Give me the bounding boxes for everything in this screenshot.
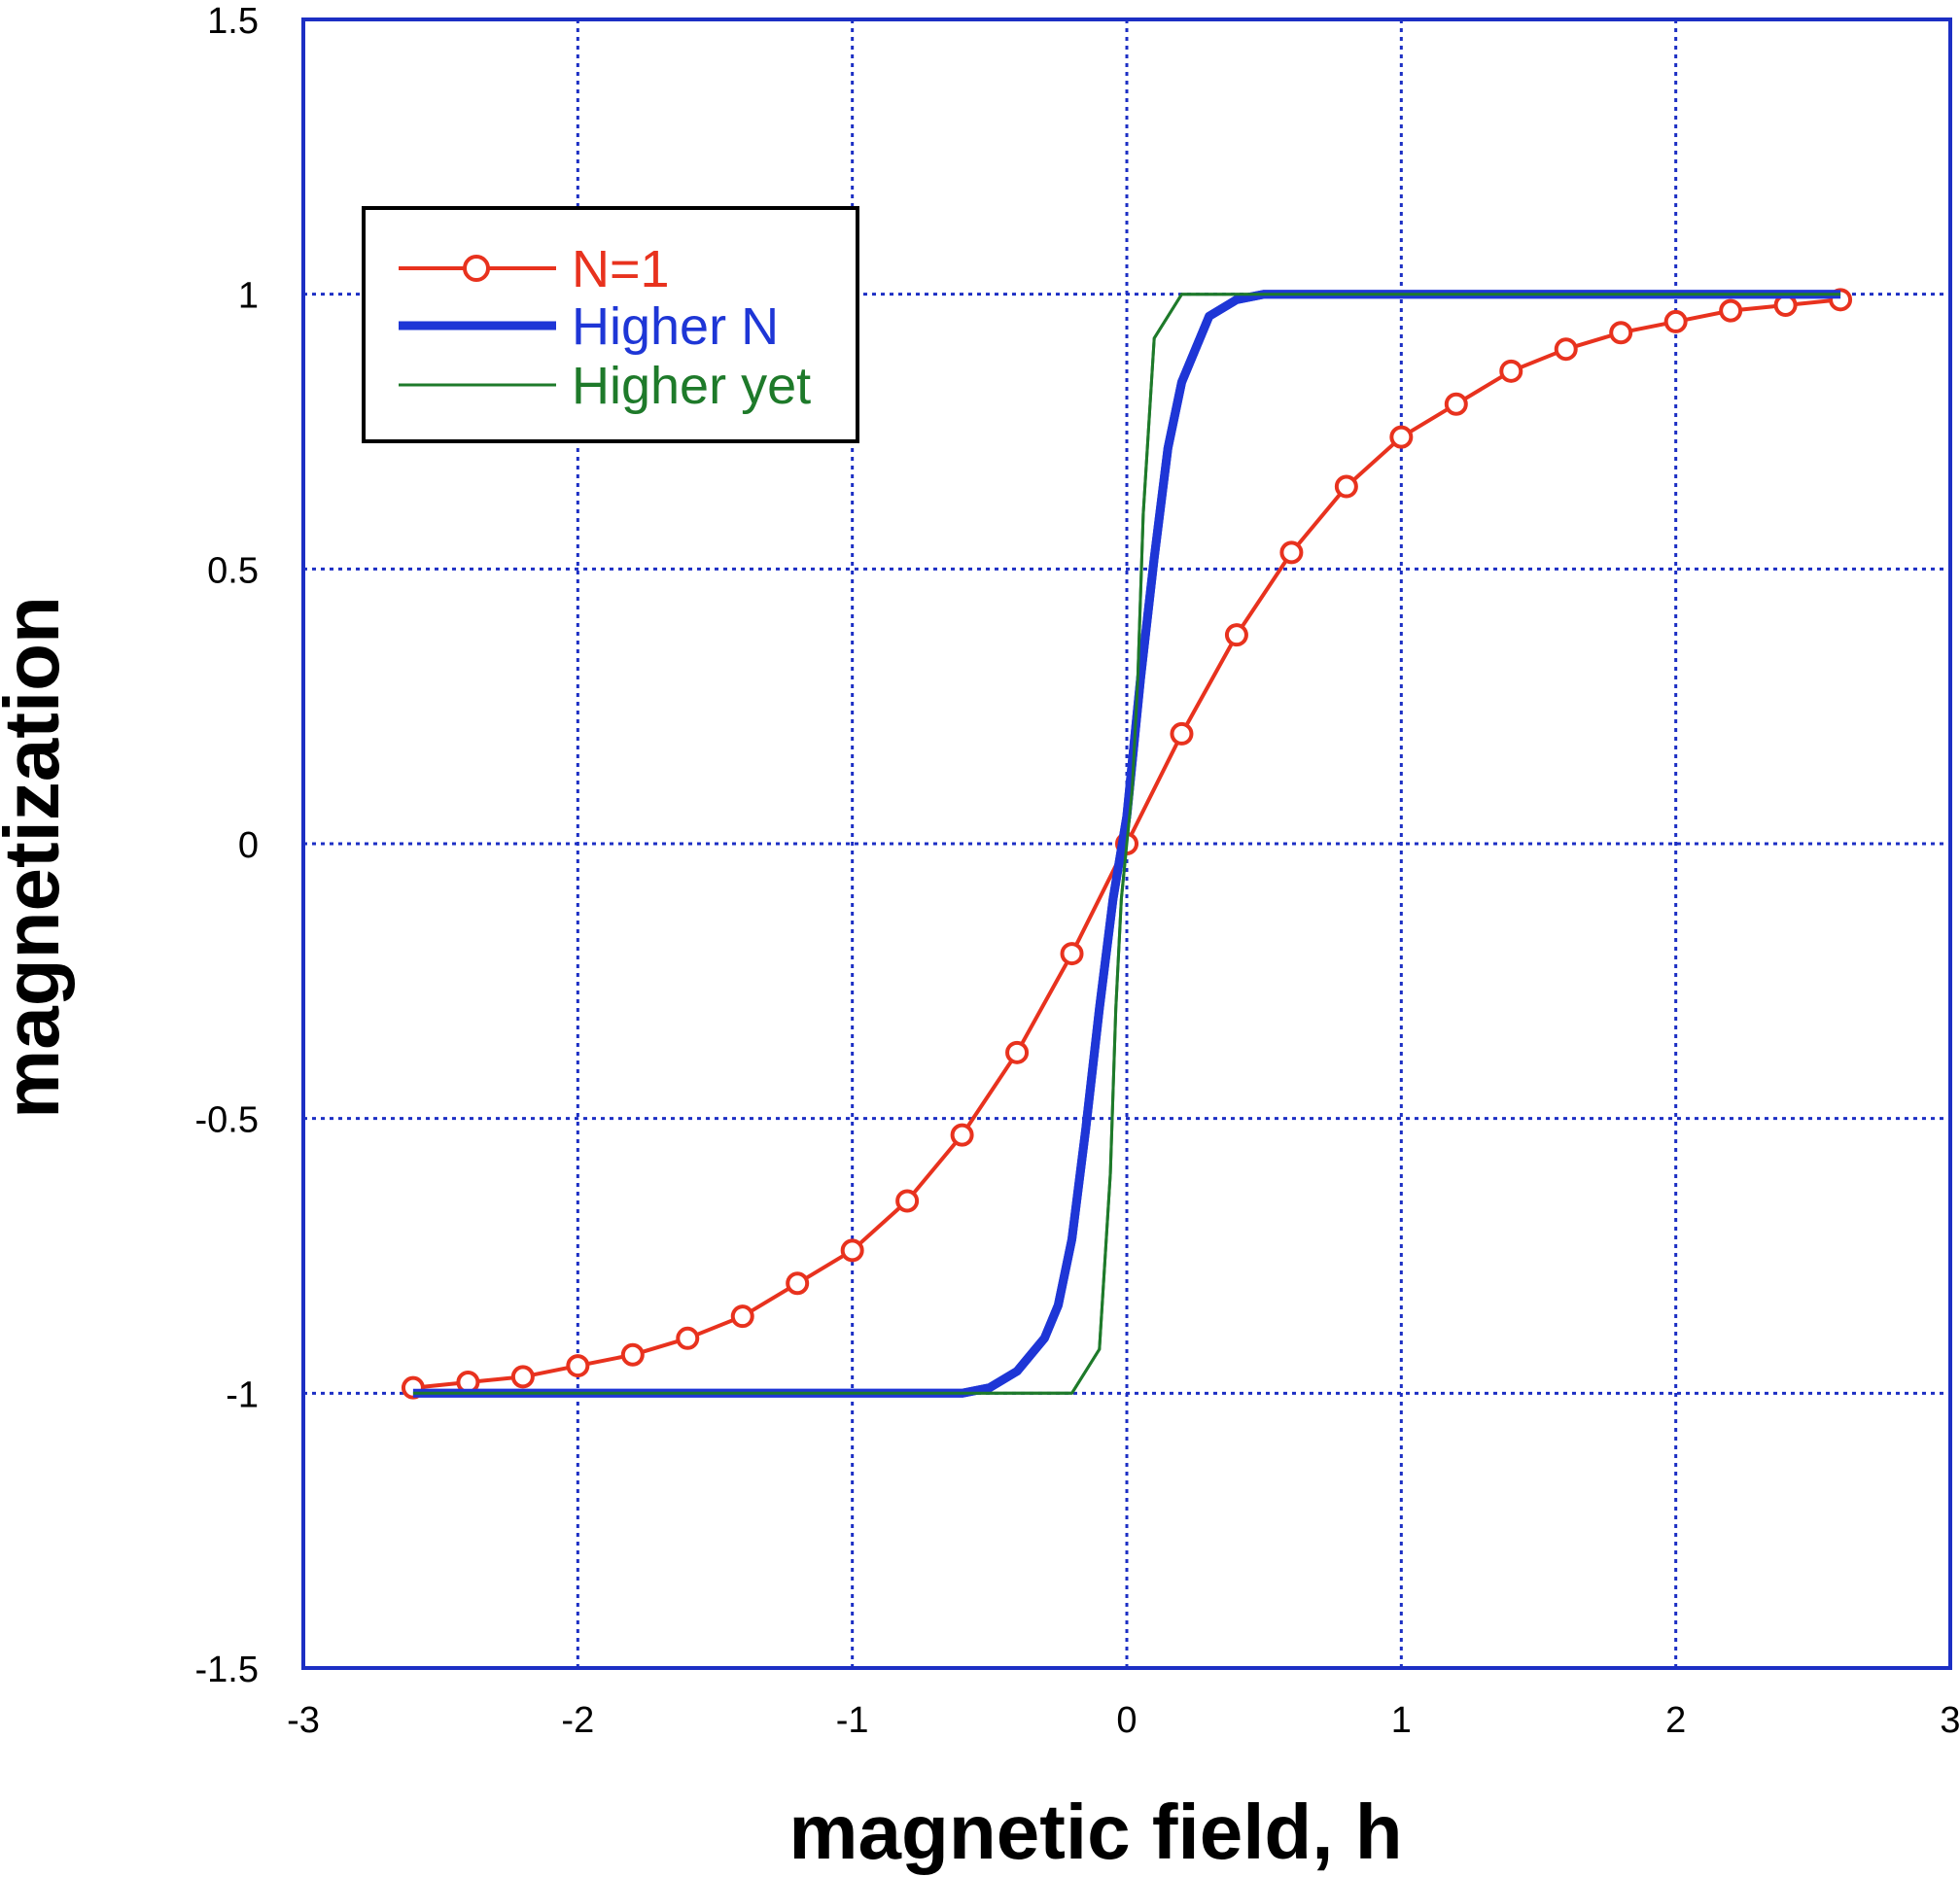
series-n1-point: [1170, 721, 1194, 746]
tick-labels: -3 -2 -1 0 1 2 3 -1.5 -1 -0.5 0 0.5 1 1.5: [195, 1, 1960, 1741]
data-series: [401, 288, 1853, 1400]
legend-marker-n1: [463, 255, 490, 282]
plot-frame: [301, 17, 1952, 1670]
series-higher-n-overlay: [412, 290, 1841, 1398]
series-n1-point: [1663, 309, 1688, 333]
x-tick-label: -2: [561, 1700, 594, 1741]
series-n1-point: [620, 1342, 645, 1367]
y-tick-label: 0.5: [207, 550, 259, 591]
series-n1-point: [510, 1365, 535, 1389]
x-axis-title: magnetic field, h: [788, 1789, 1402, 1875]
series-n1-point: [1279, 540, 1304, 565]
legend: N=1 Higher N Higher yet: [362, 206, 859, 443]
x-tick-label: -3: [287, 1700, 320, 1741]
legend-label-higher-yet: Higher yet: [572, 357, 811, 415]
series-n1-point: [730, 1304, 754, 1329]
y-tick-label: -1: [226, 1374, 259, 1415]
x-tick-label: 3: [1940, 1700, 1960, 1741]
x-tick-label: -1: [836, 1700, 869, 1741]
series-n1-point: [566, 1354, 590, 1378]
x-tick-label: 1: [1391, 1700, 1412, 1741]
series-higher-yet-overlay: [412, 293, 1841, 1395]
legend-label-higher-n: Higher N: [572, 297, 779, 356]
y-tick-label: 0: [238, 825, 259, 866]
y-tick-label: 1: [238, 276, 259, 317]
series-n1-point: [1389, 425, 1414, 449]
series-n1-point: [1554, 337, 1578, 362]
series-n1-point: [895, 1189, 920, 1213]
series-n1-point: [1499, 359, 1523, 383]
y-axis-title: magnetization: [0, 596, 75, 1119]
series-n1-point: [840, 1238, 864, 1263]
legend-label-n1: N=1: [572, 240, 670, 298]
series-n1-point: [1444, 392, 1468, 416]
series-n1-point: [1334, 474, 1358, 499]
series-n1-point: [786, 1271, 810, 1296]
series-n1-point: [676, 1326, 700, 1350]
series-n1-point: [1609, 321, 1633, 345]
series-n1-point: [950, 1123, 974, 1147]
series-n1-point: [1060, 942, 1084, 966]
y-tick-label: 1.5: [207, 1, 259, 42]
x-tick-label: 2: [1665, 1700, 1686, 1741]
series-n1-point: [1719, 298, 1743, 323]
x-tick-label: 0: [1116, 1700, 1137, 1741]
y-tick-label: -1.5: [195, 1650, 259, 1690]
y-tick-label: -0.5: [195, 1100, 259, 1141]
series-n1-point: [1224, 623, 1248, 647]
series-n1-point: [1005, 1040, 1030, 1064]
